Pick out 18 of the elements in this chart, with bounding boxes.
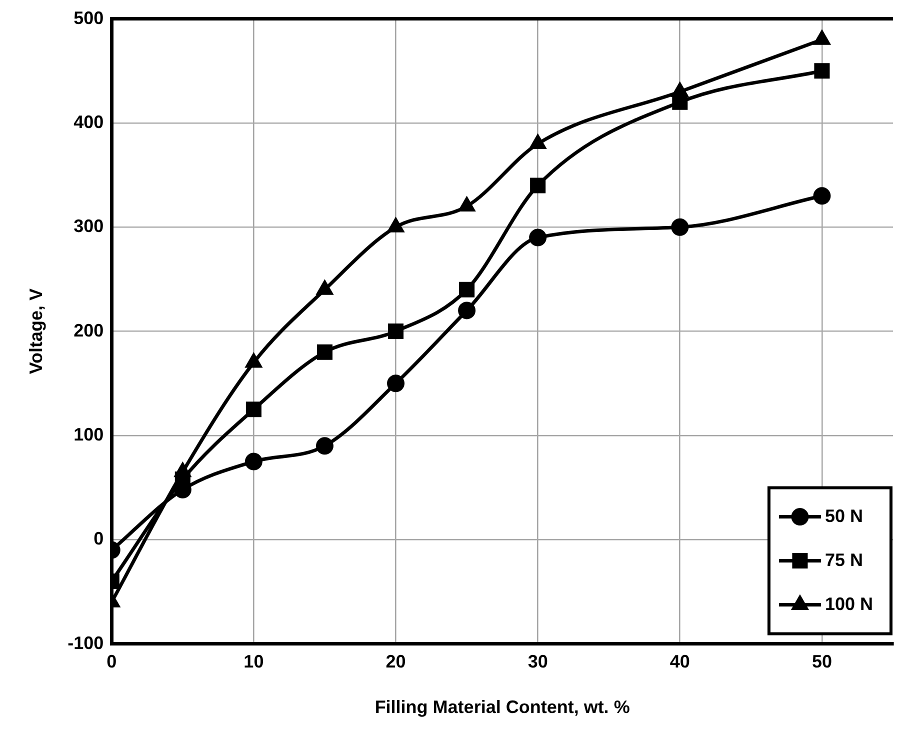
- y-tick-label: 300: [74, 216, 104, 236]
- x-tick-label: 40: [670, 652, 690, 672]
- x-tick-label: 0: [106, 652, 117, 672]
- x-tick-label: 10: [244, 652, 264, 672]
- y-tick-label: 500: [74, 8, 104, 28]
- x-tick-label: 50: [812, 652, 832, 672]
- y-tick-label: 400: [74, 112, 104, 132]
- legend-label: 50 N: [824, 506, 863, 526]
- x-tick-label: 20: [386, 652, 406, 672]
- x-tick-label: 30: [528, 652, 548, 672]
- y-tick-label: 200: [74, 320, 104, 340]
- x-axis-title: Filling Material Content, wt. %: [374, 697, 630, 718]
- legend-label: 75 N: [824, 550, 863, 570]
- y-tick-label: 0: [94, 528, 104, 549]
- y-tick-label: 100: [74, 424, 104, 444]
- y-axis-title: Voltage, V: [26, 288, 46, 374]
- legend-label: 100 N: [824, 594, 874, 614]
- y-tick-label: -100: [68, 632, 104, 653]
